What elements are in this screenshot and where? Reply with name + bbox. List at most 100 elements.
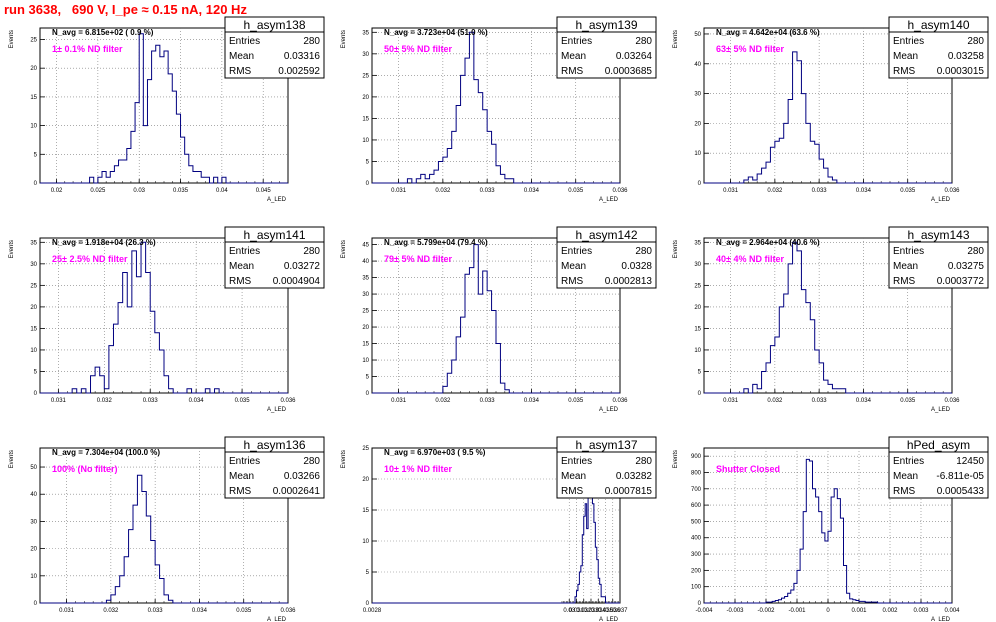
x-tick-label: 0.0028 xyxy=(363,608,382,614)
stats-value-entries: 280 xyxy=(303,36,320,47)
x-tick-label: 0.031 xyxy=(51,398,67,404)
filter-label: 40± 4% ND filter xyxy=(716,254,784,264)
stats-value-mean: 0.03264 xyxy=(616,51,653,62)
y-tick-label: 20 xyxy=(694,305,701,311)
stats-label-entries: Entries xyxy=(561,246,592,257)
y-tick-label: 400 xyxy=(691,536,702,542)
y-tick-label: 50 xyxy=(30,465,37,471)
y-tick-label: 25 xyxy=(362,73,369,79)
x-tick-label: 0.033 xyxy=(480,188,496,194)
x-tick-label: 0.031 xyxy=(569,608,585,614)
stats-label-rms: RMS xyxy=(893,66,916,77)
x-tick-label: 0.037 xyxy=(612,608,628,614)
y-tick-label: 10 xyxy=(362,358,369,364)
stats-box: h_asym142 Entries 280 Mean 0.0328 RMS 0.000281… xyxy=(556,226,657,289)
x-tick-label: 0.004 xyxy=(944,608,960,614)
y-tick-label: 25 xyxy=(30,37,37,43)
y-axis-label: Events xyxy=(341,240,347,258)
y-tick-label: 5 xyxy=(366,375,370,381)
y-tick-label: 15 xyxy=(30,95,37,101)
stats-label-entries: Entries xyxy=(893,246,924,257)
histogram-name: hPed_asym xyxy=(907,438,970,452)
x-tick-label: 0.035 xyxy=(236,608,252,614)
y-tick-label: 25 xyxy=(694,283,701,289)
stats-box: h_asym138 Entries 280 Mean 0.03316 RMS 0.00259… xyxy=(224,16,325,79)
stats-value-entries: 280 xyxy=(303,246,320,257)
panel-hPed_asym: -0.004 -0.003 -0.002 -0.001 0 0.001 0.002 0.003… xyxy=(673,436,989,622)
stats-label-mean: Mean xyxy=(561,261,586,272)
x-tick-label: 0.034 xyxy=(591,608,607,614)
n-avg-label: N_avg = 4.642e+04 (63.6 %) xyxy=(716,28,820,37)
stats-value-entries: 280 xyxy=(635,36,652,47)
y-tick-label: 300 xyxy=(691,552,702,558)
panel-h_asym139: 0.031 0.032 0.033 0.034 0.035 0.036 0 5 10 15 20 25… xyxy=(341,16,657,203)
y-tick-label: 5 xyxy=(34,152,38,158)
x-tick-label: 0.033 xyxy=(583,608,599,614)
y-axis-label: Events xyxy=(9,240,15,258)
stats-label-mean: Mean xyxy=(229,471,254,482)
stats-box: h_asym139 Entries 280 Mean 0.03264 RMS 0.00036… xyxy=(556,16,657,79)
panel-h_asym142: 0.031 0.032 0.033 0.034 0.035 0.036 0 5 10 15 20 25… xyxy=(341,226,657,413)
y-tick-label: 40 xyxy=(694,62,701,68)
stats-label-entries: Entries xyxy=(893,36,924,47)
stats-label-rms: RMS xyxy=(561,276,584,287)
x-tick-label: 0.034 xyxy=(856,398,872,404)
histogram-h_asym140 xyxy=(743,51,952,184)
stats-label-rms: RMS xyxy=(229,66,252,77)
stats-label-entries: Entries xyxy=(561,36,592,47)
y-axis-label: Events xyxy=(673,450,679,468)
y-tick-label: 700 xyxy=(691,487,702,493)
stats-label-rms: RMS xyxy=(561,66,584,77)
stats-value-entries: 280 xyxy=(635,456,652,467)
x-tick-label: 0.032 xyxy=(97,398,113,404)
stats-value-rms: 0.0004904 xyxy=(273,276,321,287)
x-tick-label: 0.032 xyxy=(576,608,592,614)
y-axis-label: Events xyxy=(673,240,679,258)
y-tick-label: 30 xyxy=(362,52,369,58)
x-tick-label: 0.033 xyxy=(812,398,828,404)
y-tick-label: 900 xyxy=(691,454,702,460)
y-tick-label: 5 xyxy=(366,159,370,165)
x-tick-label: -0.004 xyxy=(695,608,713,614)
histogram-h_asym141 xyxy=(71,241,288,394)
y-tick-label: 30 xyxy=(694,262,701,268)
stats-value-mean: 0.03272 xyxy=(284,261,321,272)
x-tick-label: 0.032 xyxy=(435,398,451,404)
y-tick-label: 0 xyxy=(34,391,38,397)
x-tick-label: 0.036 xyxy=(280,608,296,614)
x-tick-label: 0.035 xyxy=(568,398,584,404)
y-tick-label: 10 xyxy=(362,539,369,545)
histogram-name: h_asym142 xyxy=(575,228,637,242)
stats-label-mean: Mean xyxy=(561,471,586,482)
y-tick-label: 0 xyxy=(698,181,702,187)
stats-value-rms: 0.0003685 xyxy=(605,66,653,77)
n-avg-label: N_avg = 1.918e+04 (26.3 %) xyxy=(52,238,156,247)
x-axis-label: A_LED xyxy=(599,407,619,413)
stats-label-mean: Mean xyxy=(561,51,586,62)
y-tick-label: 20 xyxy=(30,305,37,311)
y-tick-label: 50 xyxy=(694,32,701,38)
x-axis-label: A_LED xyxy=(931,617,951,622)
x-tick-label: 0.033 xyxy=(812,188,828,194)
histogram-h_asym136 xyxy=(105,474,288,604)
y-tick-label: 0 xyxy=(34,601,38,607)
histogram-name: h_asym141 xyxy=(243,228,305,242)
y-tick-label: 0 xyxy=(34,181,38,187)
y-tick-label: 15 xyxy=(362,116,369,122)
stats-label-entries: Entries xyxy=(229,456,260,467)
x-tick-label: 0.031 xyxy=(59,608,75,614)
y-tick-label: 5 xyxy=(366,570,370,576)
stats-label-mean: Mean xyxy=(229,261,254,272)
stats-label-rms: RMS xyxy=(893,276,916,287)
stats-value-rms: 0.002592 xyxy=(278,66,320,77)
histogram-name: h_asym140 xyxy=(907,18,969,32)
histogram-hPed_asym xyxy=(765,458,952,604)
y-tick-label: 20 xyxy=(362,325,369,331)
stats-value-rms: 0.0003015 xyxy=(937,66,985,77)
y-tick-label: 0 xyxy=(366,181,370,187)
x-tick-label: 0.032 xyxy=(435,188,451,194)
x-tick-label: 0.036 xyxy=(280,398,296,404)
y-tick-label: 10 xyxy=(30,124,37,130)
stats-value-mean: 0.03275 xyxy=(948,261,985,272)
stats-value-mean: 0.0328 xyxy=(621,261,652,272)
